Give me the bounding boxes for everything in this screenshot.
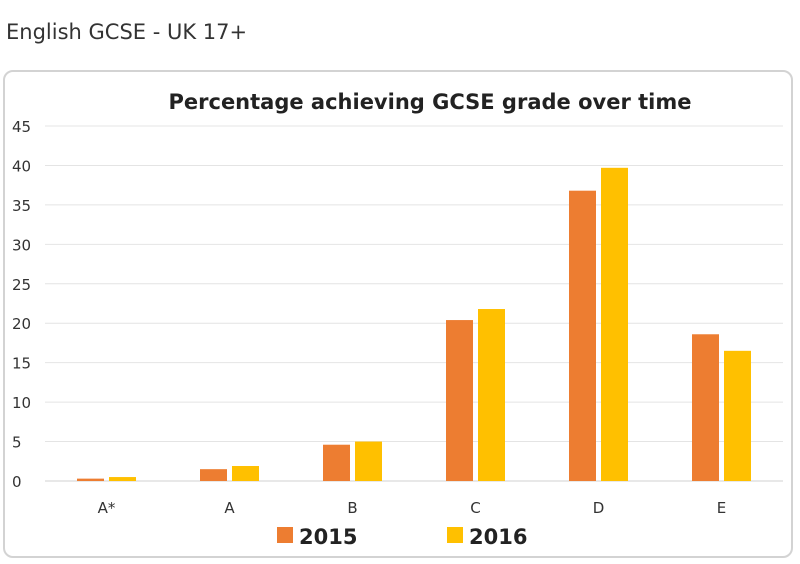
y-tick-label: 35 — [12, 197, 31, 215]
x-tick-label: A* — [98, 499, 116, 517]
legend-label: 2016 — [469, 525, 527, 549]
x-tick-label: E — [717, 499, 726, 517]
legend-swatch-2016 — [447, 527, 463, 543]
y-tick-label: 40 — [12, 157, 31, 175]
x-tick-label: D — [593, 499, 605, 517]
bar-2016-B — [355, 441, 382, 481]
y-tick-label: 30 — [12, 236, 31, 254]
bar-2015-E — [692, 334, 719, 481]
x-tick-label: C — [470, 499, 480, 517]
x-tick-label: A — [224, 499, 235, 517]
bar-2015-B — [323, 444, 350, 481]
y-tick-label: 20 — [12, 315, 31, 333]
bar-2015-A* — [77, 478, 104, 481]
x-tick-label: B — [347, 499, 357, 517]
chart-frame — [3, 70, 793, 558]
chart-title: Percentage achieving GCSE grade over tim… — [169, 90, 692, 114]
bar-2016-C — [478, 309, 505, 481]
y-tick-label: 45 — [12, 118, 31, 136]
y-tick-label: 10 — [12, 394, 31, 412]
bar-2015-D — [569, 190, 596, 481]
bar-2016-E — [724, 350, 751, 481]
bar-2016-D — [601, 167, 628, 482]
y-tick-label: 15 — [12, 355, 31, 373]
bar-2015-A — [200, 469, 227, 481]
y-tick-label: 25 — [12, 276, 31, 294]
legend-label: 2015 — [299, 525, 357, 549]
y-tick-label: 0 — [12, 473, 22, 491]
page-title: English GCSE - UK 17+ — [6, 20, 248, 44]
bar-2015-C — [446, 320, 473, 481]
bar-2016-A — [232, 466, 259, 481]
legend-swatch-2015 — [277, 527, 293, 543]
y-tick-label: 5 — [12, 434, 22, 452]
bar-2016-A* — [109, 477, 136, 481]
